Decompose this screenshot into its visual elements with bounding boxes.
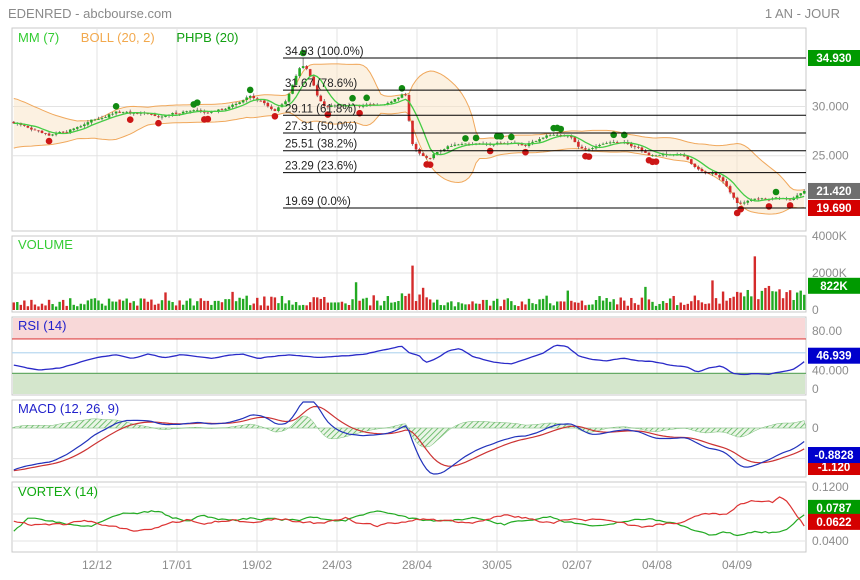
- vortex-plus-line: [13, 510, 805, 537]
- fib-label: 34.93 (100.0%): [285, 46, 364, 58]
- date-tick-label: 24/03: [322, 558, 352, 572]
- price-badge-value: 0.0787: [816, 503, 851, 515]
- vortex-minus-line: [13, 496, 805, 532]
- price-badge-value: -0.8828: [814, 450, 854, 462]
- price-badge-value: 19.690: [816, 203, 851, 215]
- mm7-line: [13, 74, 805, 202]
- rsi-panel-title: RSI (14): [18, 318, 67, 333]
- fib-label: 19.69 (0.0%): [285, 196, 351, 208]
- vortex-panel-title: VORTEX (14): [18, 484, 98, 499]
- timeframe-label: 1 AN - JOUR: [764, 6, 840, 21]
- price-badge: [808, 182, 860, 199]
- fib-label: 27.31 (50.0%): [285, 121, 357, 133]
- price-badge: [808, 199, 860, 216]
- price-badge-value: 46.939: [816, 351, 851, 363]
- fibonacci-levels: 34.93 (100.0%) 31.67 (78.6%) 29.11 (61.8%)…: [283, 46, 806, 209]
- price-badge-value: -1.120: [818, 462, 851, 474]
- axis-label: 0: [812, 303, 819, 317]
- date-tick-label: 17/01: [162, 558, 192, 572]
- date-tick-label: 19/02: [242, 558, 272, 572]
- price-badge: [808, 347, 860, 364]
- legend-mm[interactable]: MM (7): [18, 30, 60, 45]
- date-tick-label: 28/04: [402, 558, 432, 572]
- axis-label: 4000K: [812, 229, 847, 243]
- price-badge: [808, 50, 860, 66]
- axis-label: 0: [812, 421, 819, 435]
- rsi-oversold-zone: [13, 373, 805, 394]
- macd-histogram: [12, 415, 806, 448]
- axis-label: 30.000: [812, 100, 849, 114]
- axis-label: 0.1200: [812, 480, 849, 494]
- date-tick-label: 12/12: [82, 558, 112, 572]
- date-tick-label: 04/09: [722, 558, 752, 572]
- legend-phpb[interactable]: PHPB (20): [176, 30, 239, 45]
- volume-bars: [12, 256, 806, 310]
- main-chart-legend: MM (7) BOLL (20, 2) PHPB (20): [18, 30, 257, 45]
- instrument-title: EDENRED - abcbourse.com: [8, 6, 172, 21]
- fib-label: 29.11 (61.8%): [285, 103, 357, 115]
- macd-panel-title: MACD (12, 26, 9): [18, 401, 120, 416]
- price-badge-value: 34.930: [816, 53, 851, 65]
- fib-label: 23.29 (23.6%): [285, 161, 357, 173]
- price-badge: [808, 277, 860, 294]
- volume-panel-title: VOLUME: [18, 237, 73, 252]
- macd-line: [13, 401, 805, 475]
- price-badge-value: 0.0622: [816, 517, 851, 529]
- date-tick-label: 02/07: [562, 558, 592, 572]
- date-tick-label: 30/05: [482, 558, 512, 572]
- date-axis: 12/12 17/01 19/02 24/03 28/04 30/05 02/07 04/08…: [82, 558, 752, 572]
- legend-boll[interactable]: BOLL (20, 2): [80, 30, 155, 45]
- axis-label: 40.000: [812, 363, 849, 377]
- price-badge-value: 822K: [820, 281, 848, 293]
- rsi-overbought-zone: [13, 318, 805, 339]
- axis-label: 25.000: [812, 149, 849, 163]
- price-badge: [808, 513, 860, 530]
- bollinger-band: [13, 63, 805, 215]
- price-badge: [808, 499, 860, 516]
- fib-label: 25.51 (38.2%): [285, 139, 357, 151]
- axis-label: 0: [812, 382, 819, 396]
- date-tick-label: 04/08: [642, 558, 672, 572]
- rsi-line: [13, 344, 805, 376]
- axis-label: 2000K: [812, 266, 847, 280]
- fib-label: 31.67 (78.6%): [285, 78, 357, 90]
- price-badge: [808, 447, 860, 464]
- axis-label: 0.0400: [812, 534, 849, 548]
- axis-label: 80.00: [812, 324, 842, 338]
- price-badge-value: 21.420: [816, 186, 851, 198]
